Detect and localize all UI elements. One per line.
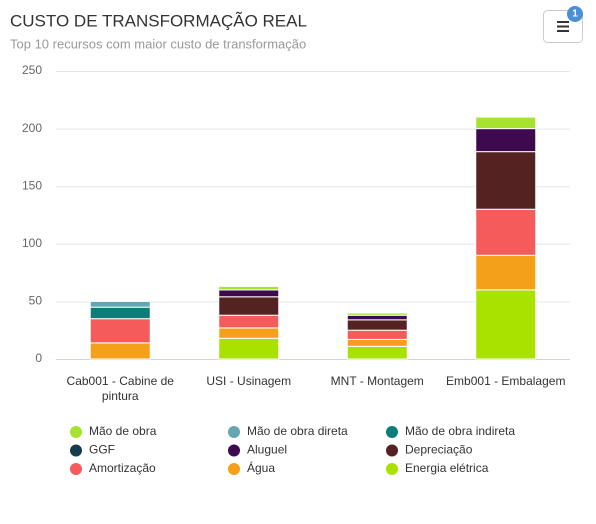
y-tick-label: 200 bbox=[22, 121, 42, 135]
bar-segment bbox=[475, 208, 537, 256]
bar-segment bbox=[89, 342, 151, 360]
bar-segment bbox=[218, 327, 280, 339]
bar-segment bbox=[89, 306, 151, 320]
legend-label: Mão de obra bbox=[89, 424, 157, 438]
bar-segment bbox=[89, 300, 151, 308]
legend-label: Água bbox=[247, 460, 275, 475]
badge-count: 1 bbox=[572, 9, 578, 20]
legend-label: Amortização bbox=[89, 461, 156, 475]
legend-label: GGF bbox=[89, 443, 115, 457]
legend-symbol bbox=[70, 444, 82, 457]
x-tick-label: USI - Usinagem bbox=[206, 374, 292, 388]
bar-segment bbox=[346, 338, 408, 347]
bar-segment bbox=[475, 116, 537, 130]
bar-segment bbox=[218, 337, 280, 360]
bar-segment bbox=[89, 318, 151, 344]
bar-segment bbox=[346, 319, 408, 331]
legend-label: Aluguel bbox=[247, 443, 287, 457]
x-tick-label: Emb001 - Embalagem bbox=[446, 374, 566, 388]
legend-symbol bbox=[386, 463, 398, 475]
bar-segment bbox=[346, 312, 408, 316]
y-tick-label: 50 bbox=[29, 294, 43, 308]
bar-segment bbox=[346, 345, 408, 360]
bar-segment bbox=[218, 285, 280, 291]
y-tick-label: 250 bbox=[22, 63, 42, 77]
legend-label: Depreciação bbox=[405, 443, 473, 457]
y-tick-label: 0 bbox=[35, 351, 42, 365]
legend-symbol bbox=[228, 426, 240, 438]
bar-segment bbox=[218, 314, 280, 329]
bar-segment bbox=[475, 254, 537, 291]
bar-segment bbox=[218, 296, 280, 316]
legend-symbol bbox=[386, 444, 398, 457]
legend-label: Mão de obra indireta bbox=[405, 424, 515, 438]
y-tick-label: 100 bbox=[22, 236, 42, 250]
badge bbox=[567, 6, 583, 22]
bar-segment bbox=[475, 128, 537, 153]
legend-symbol bbox=[228, 463, 240, 475]
bar-segment bbox=[475, 151, 537, 210]
chart-subtitle: Top 10 recursos com maior custo de trans… bbox=[10, 36, 306, 51]
x-tick-label: Cab001 - Cabine de pintura bbox=[66, 374, 174, 403]
chart-title: CUSTO DE TRANSFORMAÇÃO REAL bbox=[10, 11, 307, 30]
bar-segment bbox=[346, 314, 408, 321]
bar-segment bbox=[346, 329, 408, 340]
bar-segment bbox=[218, 289, 280, 298]
legend-symbol bbox=[70, 426, 82, 438]
bar-segment bbox=[475, 289, 537, 360]
menu-icon[interactable] bbox=[557, 21, 569, 32]
legend-symbol bbox=[386, 426, 398, 438]
legend-label: Mão de obra direta bbox=[247, 424, 348, 438]
x-tick-label: MNT - Montagem bbox=[330, 374, 424, 388]
y-tick-label: 150 bbox=[22, 178, 42, 192]
legend-label: Energia elétrica bbox=[405, 461, 489, 475]
legend-symbol bbox=[228, 444, 240, 457]
legend-symbol bbox=[70, 463, 82, 475]
